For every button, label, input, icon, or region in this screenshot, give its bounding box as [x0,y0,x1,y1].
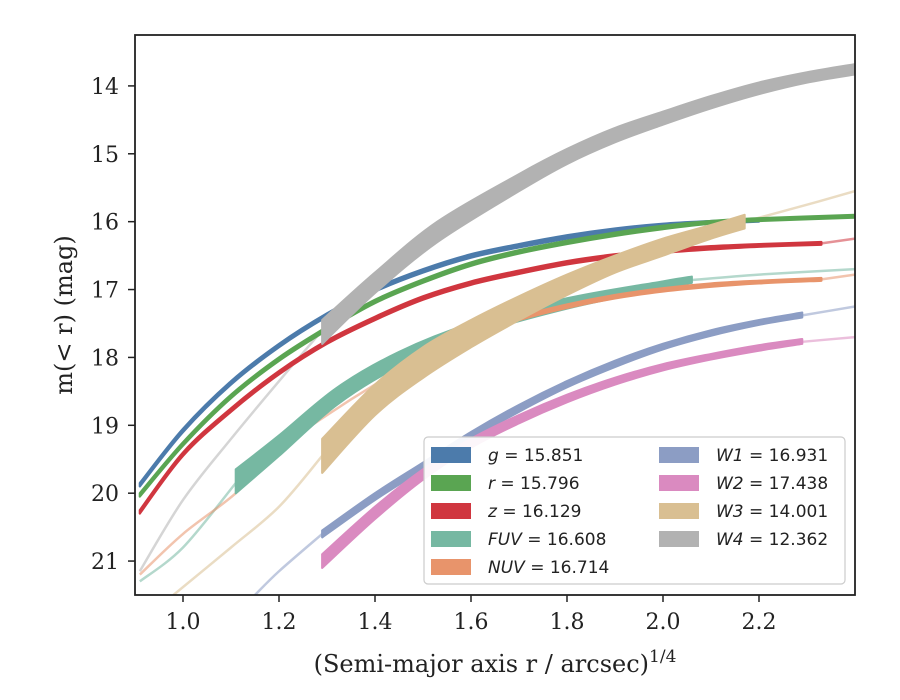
x-tick-label: 1.6 [454,610,489,635]
legend-swatch-nuv [431,559,471,575]
x-tick-label: 1.2 [262,610,297,635]
y-tick-label: 21 [91,550,119,575]
legend-swatch-g [431,447,471,463]
legend-label-r: r = 15.796 [488,474,580,494]
y-tick-label: 17 [91,279,119,304]
x-axis-label: (Semi-major axis r / arcsec)1/4 [314,647,677,678]
legend-swatch-fuv [431,531,471,547]
band-fuv [234,275,693,495]
legend-label-w4: W4 = 12.362 [716,530,828,550]
x-tick-label: 1.8 [550,610,585,635]
faint-curve-fuv [691,267,855,282]
legend-label-w1: W1 = 16.931 [716,446,828,466]
faint-curve-w3 [172,455,324,595]
y-tick-label: 19 [91,414,119,439]
legend-label-nuv: NUV = 16.714 [488,558,609,578]
faint-curve-w1 [254,532,324,595]
legend-swatch-r [431,475,471,491]
legend-box [423,436,846,585]
legend-swatch-z [431,503,471,519]
y-tick-label: 14 [91,75,119,100]
x-tick-label: 1.4 [358,610,393,635]
y-tick-label: 15 [91,143,119,168]
legend-label-w3: W3 = 14.001 [716,502,828,522]
legend-swatch-w3 [659,503,699,519]
legend: g = 15.851 r = 15.796 z = 16.129 FUV = 16.6… [423,436,846,585]
x-tick-label: 1.0 [166,610,201,635]
legend-label-g: g = 15.851 [488,446,583,466]
legend-label-w2: W2 = 17.438 [716,474,828,494]
faint-curve-w1 [801,305,855,317]
band-z [138,240,823,515]
x-tick-label: 2.0 [646,610,681,635]
faint-curve-z [821,237,855,245]
y-axis-label: m(< r) (mag) [50,235,78,394]
plot-frame [134,34,856,596]
faint-curve-fuv [139,482,237,583]
band-w3 [321,213,746,474]
legend-swatch-w4 [659,531,699,547]
y-tick-label: 20 [91,482,119,507]
y-tick-label: 16 [91,211,119,236]
legend-swatch-w2 [659,475,699,491]
band-nuv [469,276,823,339]
y-tick-label: 18 [91,346,119,371]
x-tick-label: 2.2 [742,610,777,635]
legend-label-z: z = 16.129 [487,502,581,522]
axes-layer: 1.0 1.2 1.4 1.6 1.8 2.0 2.2 14 15 16 17 18 19 20 21 (Se… [50,34,856,678]
legend-swatch-w1 [659,447,699,463]
faint-curve-nuv [821,273,855,281]
faint-curve-w2 [802,335,855,344]
band-curves-layer [138,63,855,569]
band-w4 [321,63,855,345]
legend-label-fuv: FUV = 16.608 [488,530,606,550]
